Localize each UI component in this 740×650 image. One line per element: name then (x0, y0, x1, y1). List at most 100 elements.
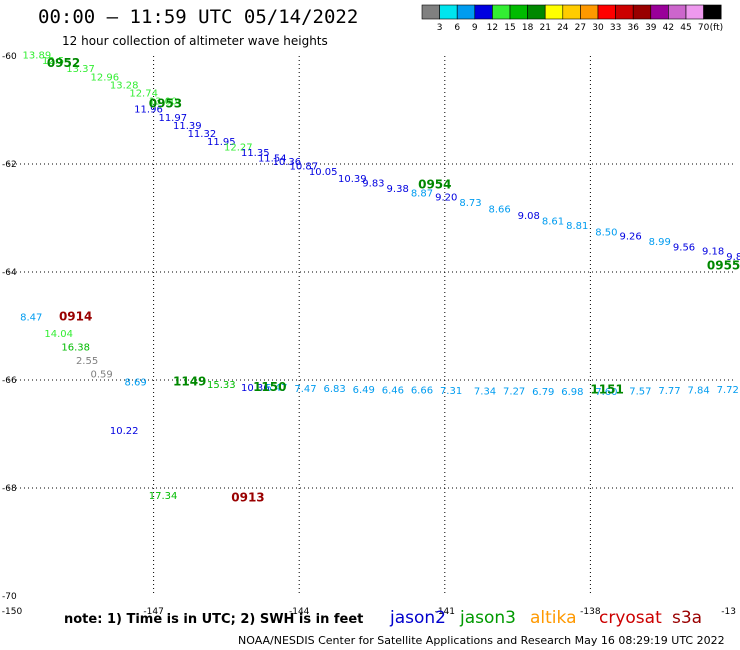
swh-value-label: 6.83 (323, 384, 345, 395)
swh-value-label: 11.39 (173, 121, 202, 132)
swh-value-label: 0.59 (91, 369, 113, 380)
swh-value-label: 9.38 (387, 184, 409, 195)
colorbar-tick-label: 18 (522, 23, 534, 33)
swh-value-label: 17.34 (149, 491, 178, 502)
colorbar-swatch (597, 4, 616, 20)
colorbar-swatch (615, 4, 634, 20)
swh-value-label: 8.50 (595, 227, 617, 238)
swh-value-label: 10.22 (110, 426, 139, 437)
swh-value-label: 7.27 (503, 387, 525, 398)
colorbar-tick-label: 3 (437, 23, 443, 33)
swh-value-label: 7.47 (294, 384, 316, 395)
satellite-legend-jason2: jason2 (390, 608, 446, 628)
swh-value-label: 11.35 (241, 148, 270, 159)
swh-value-label: 13.37 (66, 64, 95, 75)
swh-value-label: 9.08 (518, 211, 540, 222)
swh-value-label: 10.39 (338, 174, 367, 185)
swh-value-label: 8.73 (459, 198, 481, 209)
colorbar-swatch (632, 4, 652, 20)
swh-value-label: 7.31 (440, 386, 462, 397)
colorbar-tick-label: 33 (610, 23, 621, 33)
swh-value-label: 8.99 (649, 237, 671, 248)
colorbar-swatch (650, 4, 669, 20)
colorbar-tick-label: 70 (698, 23, 710, 33)
swh-value-label: 9.26 (620, 232, 642, 243)
swh-value-label: 6.47 (265, 383, 287, 394)
swh-value-label: 8.61 (542, 216, 564, 227)
x-tick-label: -147 (143, 607, 163, 617)
footer-credit: NOAA/NESDIS Center for Satellite Applica… (238, 634, 725, 647)
colorbar-swatch (580, 4, 599, 20)
swh-value-label: 12.96 (91, 72, 120, 83)
x-tick-label: -144 (289, 607, 310, 617)
swh-value-label: 16.38 (61, 342, 90, 353)
swh-value-label: 12.74 (129, 89, 158, 100)
swh-value-label: 6.79 (532, 387, 554, 398)
colorbar-tick-label: 9 (472, 23, 478, 33)
y-tick-label: -64 (2, 268, 17, 278)
swh-value-label: 7.77 (658, 386, 680, 397)
colorbar-swatch (509, 4, 528, 20)
swh-value-label: 7.57 (629, 387, 651, 398)
x-tick-label: -141 (435, 607, 455, 617)
satellite-legend-cryosat: cryosat (599, 608, 662, 628)
swh-value-label: 7.34 (474, 387, 496, 398)
swh-value-label: 11.32 (188, 129, 217, 140)
pass-time-label: 1149 (173, 374, 206, 388)
swh-value-label: 9.20 (435, 193, 457, 204)
colorbar-swatch (562, 4, 581, 20)
swh-value-label: 12.5 (42, 56, 64, 67)
y-tick-label: -62 (2, 160, 17, 170)
swh-value-label: 13.28 (110, 80, 139, 91)
y-tick-label: -70 (2, 592, 17, 602)
swh-value-label: 7.60 (595, 387, 617, 398)
swh-value-label: 10.36 (273, 157, 302, 168)
chart-subtitle: 12 hour collection of altimeter wave hei… (62, 34, 328, 48)
colorbar-tick-label: 6 (454, 23, 460, 33)
colorbar-unit-label: (ft) (710, 23, 724, 33)
swh-value-label: 14.04 (44, 329, 73, 340)
swh-value-label: 9.83 (362, 179, 384, 190)
x-tick-label: -150 (2, 607, 23, 617)
footer-note: note: 1) Time is in UTC; 2) SWH is in fe… (64, 612, 364, 627)
pass-time-label: 0913 (231, 491, 264, 505)
colorbar-swatch (492, 4, 511, 20)
swh-value-label: 7.72 (717, 385, 739, 396)
satellite-legend-s3a: s3a (672, 608, 703, 628)
swh-value-label: 10.36 (241, 383, 270, 394)
colorbar-swatch (668, 4, 687, 20)
colorbar-tick-label: 45 (680, 23, 691, 33)
colorbar-swatch (439, 4, 458, 20)
pass-time-label: 0952 (47, 56, 80, 70)
colorbar-tick-label: 36 (627, 23, 639, 33)
colorbar-tick-label: 12 (487, 23, 498, 33)
y-tick-label: -66 (2, 376, 17, 386)
swh-value-label: 13.89 (23, 51, 52, 62)
satellite-legend-jason3: jason3 (460, 608, 516, 628)
swh-value-label: 8.69 (124, 377, 146, 388)
colorbar-swatch (685, 4, 704, 20)
swh-value-label: 8.81 (566, 221, 588, 232)
swh-value-label: 8.87 (411, 188, 433, 199)
swh-value-label: 9.56 (673, 242, 695, 253)
swh-value-label: 8.66 (488, 205, 510, 216)
pass-time-label: 0955 (707, 258, 740, 272)
pass-time-label: 1150 (253, 380, 286, 394)
swh-value-label: 9.18 (702, 247, 724, 258)
colorbar-tick-label: 27 (575, 23, 586, 33)
colorbar-tick-label: 30 (592, 23, 604, 33)
y-tick-label: -68 (2, 484, 17, 494)
swh-value-label: 11.54 (258, 153, 287, 164)
colorbar-tick-label: 21 (539, 23, 550, 33)
colorbar-tick-label: 42 (663, 23, 674, 33)
pass-time-label: 0914 (59, 310, 92, 324)
colorbar-swatch (421, 4, 440, 20)
x-tick-label: -13 (721, 607, 736, 617)
swh-value-label: 6.49 (353, 385, 375, 396)
swh-value-label: 11.96 (134, 105, 163, 116)
swh-value-label: 6.66 (411, 386, 433, 397)
swh-value-label: 15.33 (207, 380, 236, 391)
chart-title: 00:00 – 11:59 UTC 05/14/2022 (38, 6, 359, 28)
